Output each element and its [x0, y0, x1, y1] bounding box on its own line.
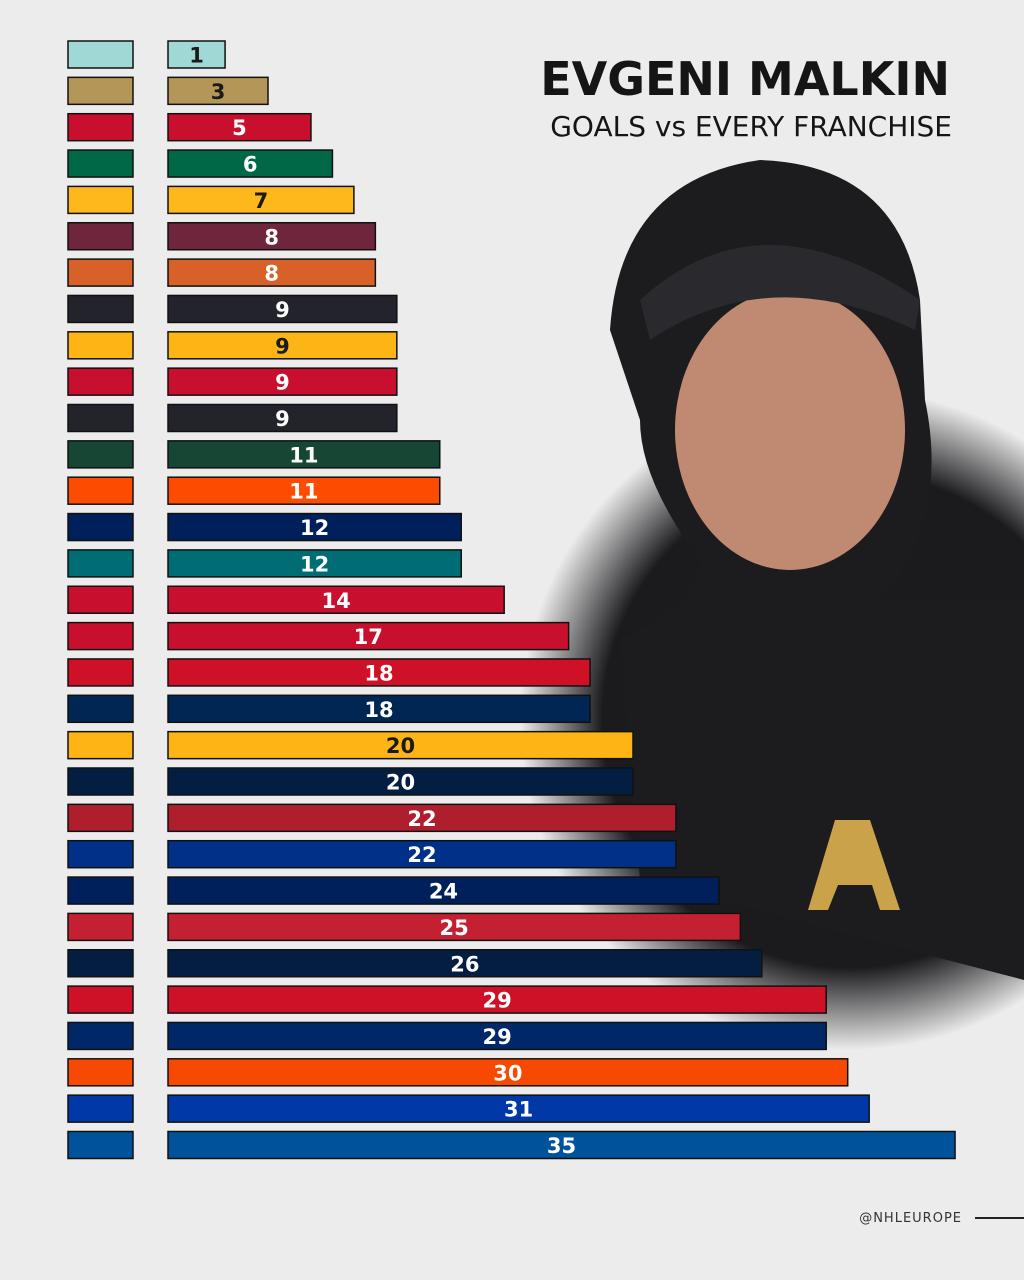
- data-label: 25: [440, 916, 469, 940]
- data-label: 11: [289, 443, 318, 467]
- data-label: 12: [300, 516, 329, 540]
- bar: [167, 476, 441, 505]
- data-label: 1: [189, 44, 204, 68]
- data-label: 11: [289, 480, 318, 504]
- data-label: 29: [482, 989, 511, 1013]
- team-logo: [67, 40, 134, 69]
- bar: [167, 1021, 827, 1051]
- data-label: 26: [450, 952, 479, 976]
- team-logo: [67, 185, 134, 215]
- team-logo: [67, 403, 134, 433]
- title: EVGENI MALKIN: [540, 52, 950, 106]
- team-logo: [67, 621, 134, 651]
- data-label: 7: [254, 189, 269, 213]
- team-logo: [67, 149, 134, 178]
- data-label: 12: [300, 552, 329, 576]
- bar: [167, 1094, 870, 1123]
- team-logo: [67, 839, 134, 869]
- data-label: 14: [321, 589, 350, 613]
- bar: [167, 185, 355, 215]
- data-label: 30: [493, 1061, 522, 1085]
- team-logo: [67, 730, 134, 760]
- bar: [167, 730, 634, 760]
- team-logo: [67, 694, 134, 724]
- bar: [167, 1058, 849, 1087]
- team-logo: [67, 1021, 134, 1051]
- data-label: 9: [275, 371, 290, 395]
- team-logo: [67, 767, 134, 796]
- bar: [167, 258, 377, 287]
- credit: @NHLEUROPE: [859, 1211, 962, 1226]
- data-label: 8: [264, 225, 279, 249]
- bar: [167, 40, 226, 69]
- bar: [167, 621, 570, 651]
- bar: [167, 403, 398, 433]
- team-logo: [67, 912, 134, 942]
- team-logo: [67, 76, 134, 106]
- data-label: 18: [364, 698, 393, 722]
- bar: [167, 440, 441, 469]
- subtitle: GOALS vs EVERY FRANCHISE: [550, 110, 952, 143]
- bar: [167, 803, 677, 833]
- team-logo: [67, 549, 134, 578]
- team-logo: [67, 258, 134, 287]
- bar: [167, 149, 334, 178]
- bar: [167, 876, 720, 905]
- team-logo: [67, 331, 134, 360]
- bar: [167, 658, 591, 687]
- team-logo: [67, 476, 134, 505]
- bar: [167, 949, 763, 978]
- data-label: 22: [407, 807, 436, 831]
- data-label: 18: [364, 661, 393, 685]
- team-logo: [67, 1058, 134, 1087]
- data-label: 9: [275, 407, 290, 431]
- data-label: 24: [429, 880, 458, 904]
- team-logo: [67, 1094, 134, 1123]
- bar: [167, 512, 462, 542]
- team-logo: [67, 294, 134, 324]
- team-logo: [67, 512, 134, 542]
- data-label: 35: [547, 1134, 576, 1158]
- bar: [167, 912, 742, 942]
- data-label: 20: [386, 734, 415, 758]
- bar: [167, 367, 398, 396]
- bar: [167, 112, 312, 142]
- data-label: 5: [232, 116, 247, 140]
- bar: [167, 331, 398, 360]
- team-logo: [67, 658, 134, 687]
- bar: [167, 839, 677, 869]
- team-logo: [67, 803, 134, 833]
- data-label: 6: [243, 153, 258, 177]
- data-label: 20: [386, 771, 415, 795]
- bar: [167, 1130, 956, 1160]
- bar: [167, 585, 505, 614]
- team-logo: [67, 1130, 134, 1160]
- bar: [167, 767, 634, 796]
- bar: [167, 694, 591, 724]
- data-label: 8: [264, 262, 279, 286]
- team-logo: [67, 222, 134, 251]
- team-logo: [67, 367, 134, 396]
- data-label: 29: [482, 1025, 511, 1049]
- bar: [167, 294, 398, 324]
- bar: [167, 985, 827, 1014]
- team-logo: [67, 440, 134, 469]
- team-logo: [67, 949, 134, 978]
- data-label: 9: [275, 334, 290, 358]
- team-logo: [67, 985, 134, 1014]
- bar: [167, 76, 269, 106]
- team-logo: [67, 112, 134, 142]
- bar: [167, 549, 462, 578]
- data-label: 9: [275, 298, 290, 322]
- data-label: 22: [407, 843, 436, 867]
- team-logo: [67, 585, 134, 614]
- data-label: 17: [354, 625, 383, 649]
- data-label: 31: [504, 1098, 533, 1122]
- data-label: 3: [211, 80, 226, 104]
- bar: [167, 222, 377, 251]
- team-logo: [67, 876, 134, 905]
